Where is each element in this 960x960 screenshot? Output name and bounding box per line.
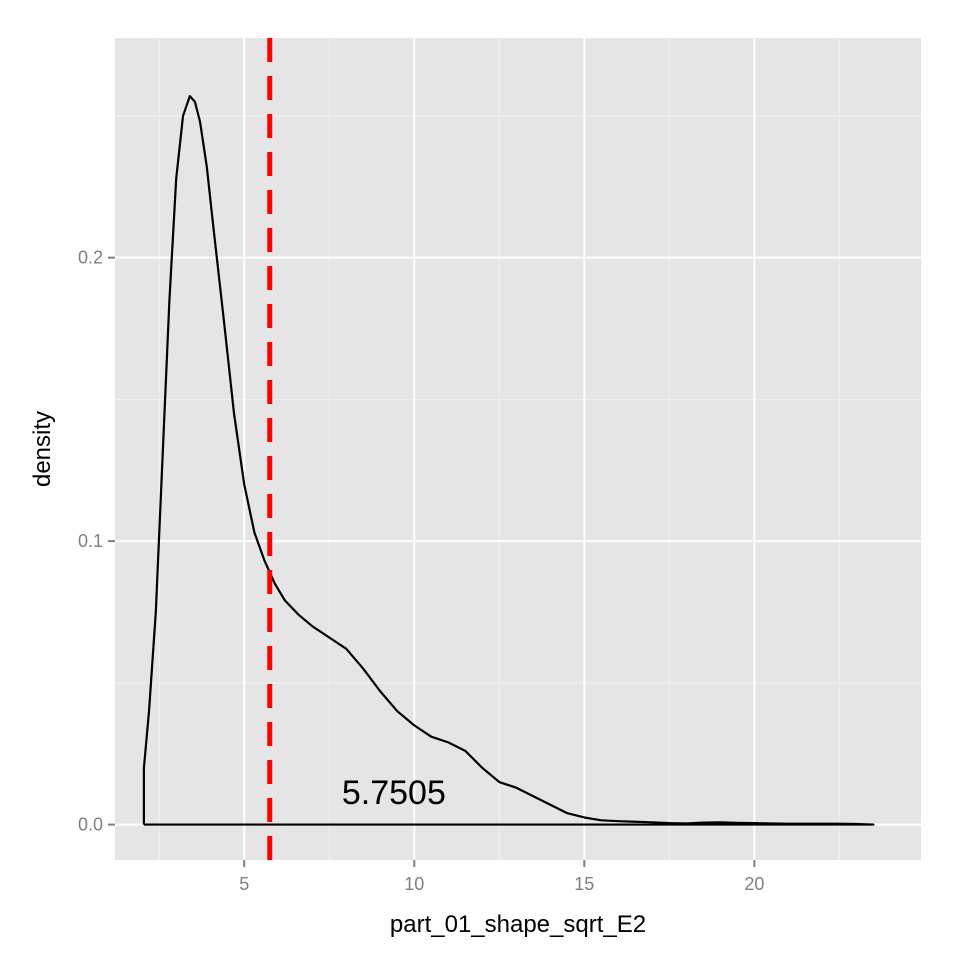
panel-background	[115, 38, 921, 860]
y-tick-label: 0.1	[78, 531, 103, 551]
annotation-layer: 5.7505	[342, 774, 446, 812]
series-layer	[142, 95, 875, 826]
y-tick-label: 0.2	[78, 248, 103, 268]
y-axis-title: density	[29, 411, 56, 487]
grid-minor	[115, 38, 921, 860]
density-curve	[142, 95, 875, 826]
x-tick-label: 20	[744, 874, 764, 894]
x-tick-label: 5	[239, 874, 249, 894]
x-tick-label: 15	[574, 874, 594, 894]
annotation-label: 5.7505	[342, 774, 446, 812]
x-axis: 5 10 15 20	[239, 860, 764, 894]
y-tick-label: 0.0	[78, 815, 103, 835]
x-axis-title: part_01_shape_sqrt_E2	[390, 911, 646, 938]
x-tick-label: 10	[404, 874, 424, 894]
y-axis: 0.0 0.1 0.2	[78, 248, 115, 835]
